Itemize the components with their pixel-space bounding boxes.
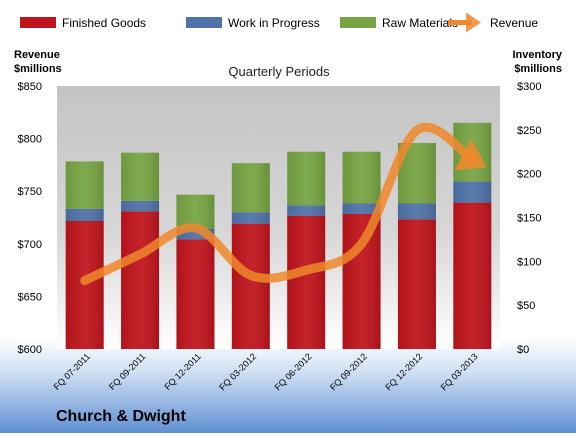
left-tick-label: $850 [18, 81, 42, 93]
bar-shade-0 [231, 223, 270, 349]
legend-swatch-0 [20, 17, 56, 28]
left-tick-label: $750 [18, 186, 42, 198]
bar-shade-1 [121, 200, 160, 212]
legend-label-1: Work in Progress [228, 16, 320, 30]
legend-swatch-1 [186, 17, 222, 28]
left-tick-label: $600 [18, 344, 42, 356]
right-tick-label: $250 [517, 125, 541, 137]
bar-shade-2 [231, 163, 270, 213]
right-tick-label: $0 [517, 344, 529, 356]
bar-shade-0 [397, 219, 436, 349]
left-axis-title-line2: $millions [14, 63, 62, 75]
left-tick-label: $800 [18, 134, 42, 146]
bar-stack [231, 163, 270, 349]
chart-title: Quarterly Periods [228, 64, 330, 79]
bar-stack [397, 142, 436, 349]
legend-label-revenue: Revenue [490, 16, 538, 30]
company-name: Church & Dwight [56, 408, 186, 425]
bar-stack [176, 194, 215, 349]
bar-shade-1 [397, 203, 436, 220]
bar-shade-1 [176, 228, 215, 240]
bar-shade-0 [121, 211, 160, 349]
bar-shade-1 [342, 203, 381, 214]
left-tick-label: $650 [18, 291, 42, 303]
legend-swatch-2 [340, 17, 376, 28]
bar-shade-1 [287, 205, 326, 216]
bar-shade-2 [342, 151, 381, 204]
left-axis-title-line1: Revenue [14, 49, 60, 61]
bar-shade-2 [287, 151, 326, 206]
bar-shade-2 [65, 161, 104, 209]
bar-shade-1 [453, 181, 492, 203]
bar-shade-0 [287, 215, 326, 349]
left-axis-ticks: $600 $650 $700 $750 $800 $850 [18, 81, 42, 356]
revenue-line-group [80, 122, 487, 286]
bar-shade-0 [453, 202, 492, 349]
right-tick-label: $50 [517, 300, 535, 312]
right-axis-ticks: $0 $50 $100 $150 $200 $250 $300 [517, 81, 541, 356]
right-tick-label: $200 [517, 169, 541, 181]
bar-stack [287, 151, 326, 349]
revenue-line [80, 122, 487, 286]
legend: Finished Goods Work in Progress Raw Materi… [20, 12, 538, 33]
bar-stack [121, 152, 160, 349]
bar-shade-1 [231, 212, 270, 224]
bar-shade-1 [65, 208, 104, 222]
bar-shade-2 [176, 194, 215, 229]
right-tick-label: $150 [517, 213, 541, 225]
right-axis-title-line1: Inventory [512, 49, 562, 61]
legend-label-0: Finished Goods [62, 16, 146, 30]
right-tick-label: $100 [517, 256, 541, 268]
legend-label-2: Raw Materials [382, 16, 458, 30]
right-axis-title-line2: $millions [514, 63, 562, 75]
bar-shade-2 [121, 152, 160, 201]
right-tick-label: $300 [517, 81, 541, 93]
bar-shade-0 [342, 213, 381, 349]
bar-stack [65, 161, 104, 349]
left-tick-label: $700 [18, 239, 42, 251]
bar-shade-0 [176, 239, 215, 349]
